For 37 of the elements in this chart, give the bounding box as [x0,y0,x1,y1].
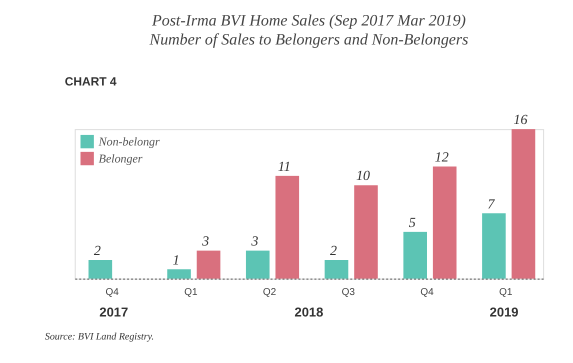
text: 2017 [99,304,128,320]
x-tick-label: Q4 [420,287,434,298]
bar [246,250,270,279]
chart-title: Post-Irma BVI Home Sales (Sep 2017 Mar 2019) [151,12,466,30]
bar [512,129,536,279]
bar [403,232,427,279]
text: 2018 [294,304,324,320]
data-label: 5 [408,216,416,231]
data-label: 2 [94,244,101,259]
bar [167,269,191,279]
data-label: 1 [172,253,180,268]
legend-label: Belonger [98,152,143,166]
text: 2019 [490,304,518,320]
chart-subtitle: Number of Sales to Belongers and Non-Belongers [148,31,468,48]
legend-label: Non-belongr [98,134,160,149]
source-note: Source: BVI Land Registry. [44,331,154,342]
data-label: 10 [356,169,370,184]
bar [324,260,348,279]
data-label: 2 [330,244,338,259]
x-tick-label: Q2 [262,287,277,298]
data-label: 11 [278,160,291,175]
bar [482,213,506,279]
data-label: 12 [434,150,449,166]
x-tick-label: Q1 [499,287,513,298]
data-label: 16 [514,113,528,128]
bar [275,176,300,279]
x-tick-label: Q4 [105,287,120,298]
bar [88,260,112,279]
x-tick-label: Q1 [184,287,198,298]
data-label: 7 [487,197,496,212]
bar [196,250,220,279]
x-tick-label: Q3 [342,287,356,298]
bar [354,185,378,279]
data-label: 3 [201,234,210,250]
caption: CHART 4 [64,74,117,88]
data-label: 3 [250,234,258,250]
bar [432,166,457,279]
